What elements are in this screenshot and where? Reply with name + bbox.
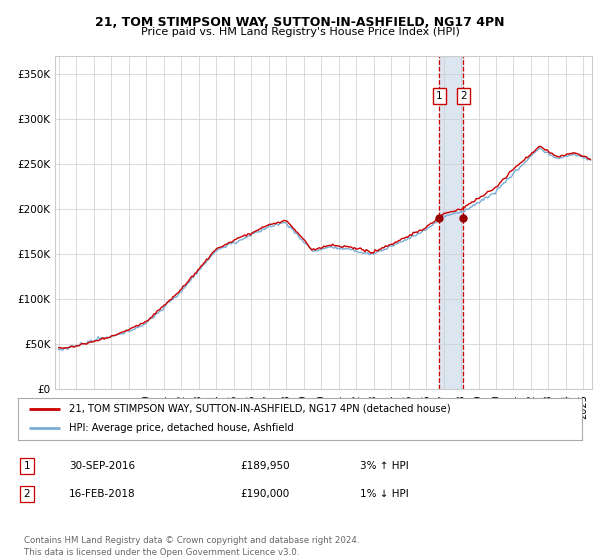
Text: 1% ↓ HPI: 1% ↓ HPI bbox=[360, 489, 409, 499]
Text: 2: 2 bbox=[23, 489, 31, 499]
Text: 21, TOM STIMPSON WAY, SUTTON-IN-ASHFIELD, NG17 4PN: 21, TOM STIMPSON WAY, SUTTON-IN-ASHFIELD… bbox=[95, 16, 505, 29]
Text: 1: 1 bbox=[23, 461, 31, 471]
Text: 30-SEP-2016: 30-SEP-2016 bbox=[69, 461, 135, 471]
Text: 21, TOM STIMPSON WAY, SUTTON-IN-ASHFIELD, NG17 4PN (detached house): 21, TOM STIMPSON WAY, SUTTON-IN-ASHFIELD… bbox=[69, 404, 451, 414]
Text: £190,000: £190,000 bbox=[240, 489, 289, 499]
Text: Price paid vs. HM Land Registry's House Price Index (HPI): Price paid vs. HM Land Registry's House … bbox=[140, 27, 460, 37]
Text: 2: 2 bbox=[460, 91, 466, 101]
Text: £189,950: £189,950 bbox=[240, 461, 290, 471]
Text: Contains HM Land Registry data © Crown copyright and database right 2024.
This d: Contains HM Land Registry data © Crown c… bbox=[24, 536, 359, 557]
Text: 3% ↑ HPI: 3% ↑ HPI bbox=[360, 461, 409, 471]
Text: 16-FEB-2018: 16-FEB-2018 bbox=[69, 489, 136, 499]
Text: HPI: Average price, detached house, Ashfield: HPI: Average price, detached house, Ashf… bbox=[69, 423, 293, 433]
Text: 1: 1 bbox=[436, 91, 442, 101]
Bar bbox=[439, 56, 463, 389]
